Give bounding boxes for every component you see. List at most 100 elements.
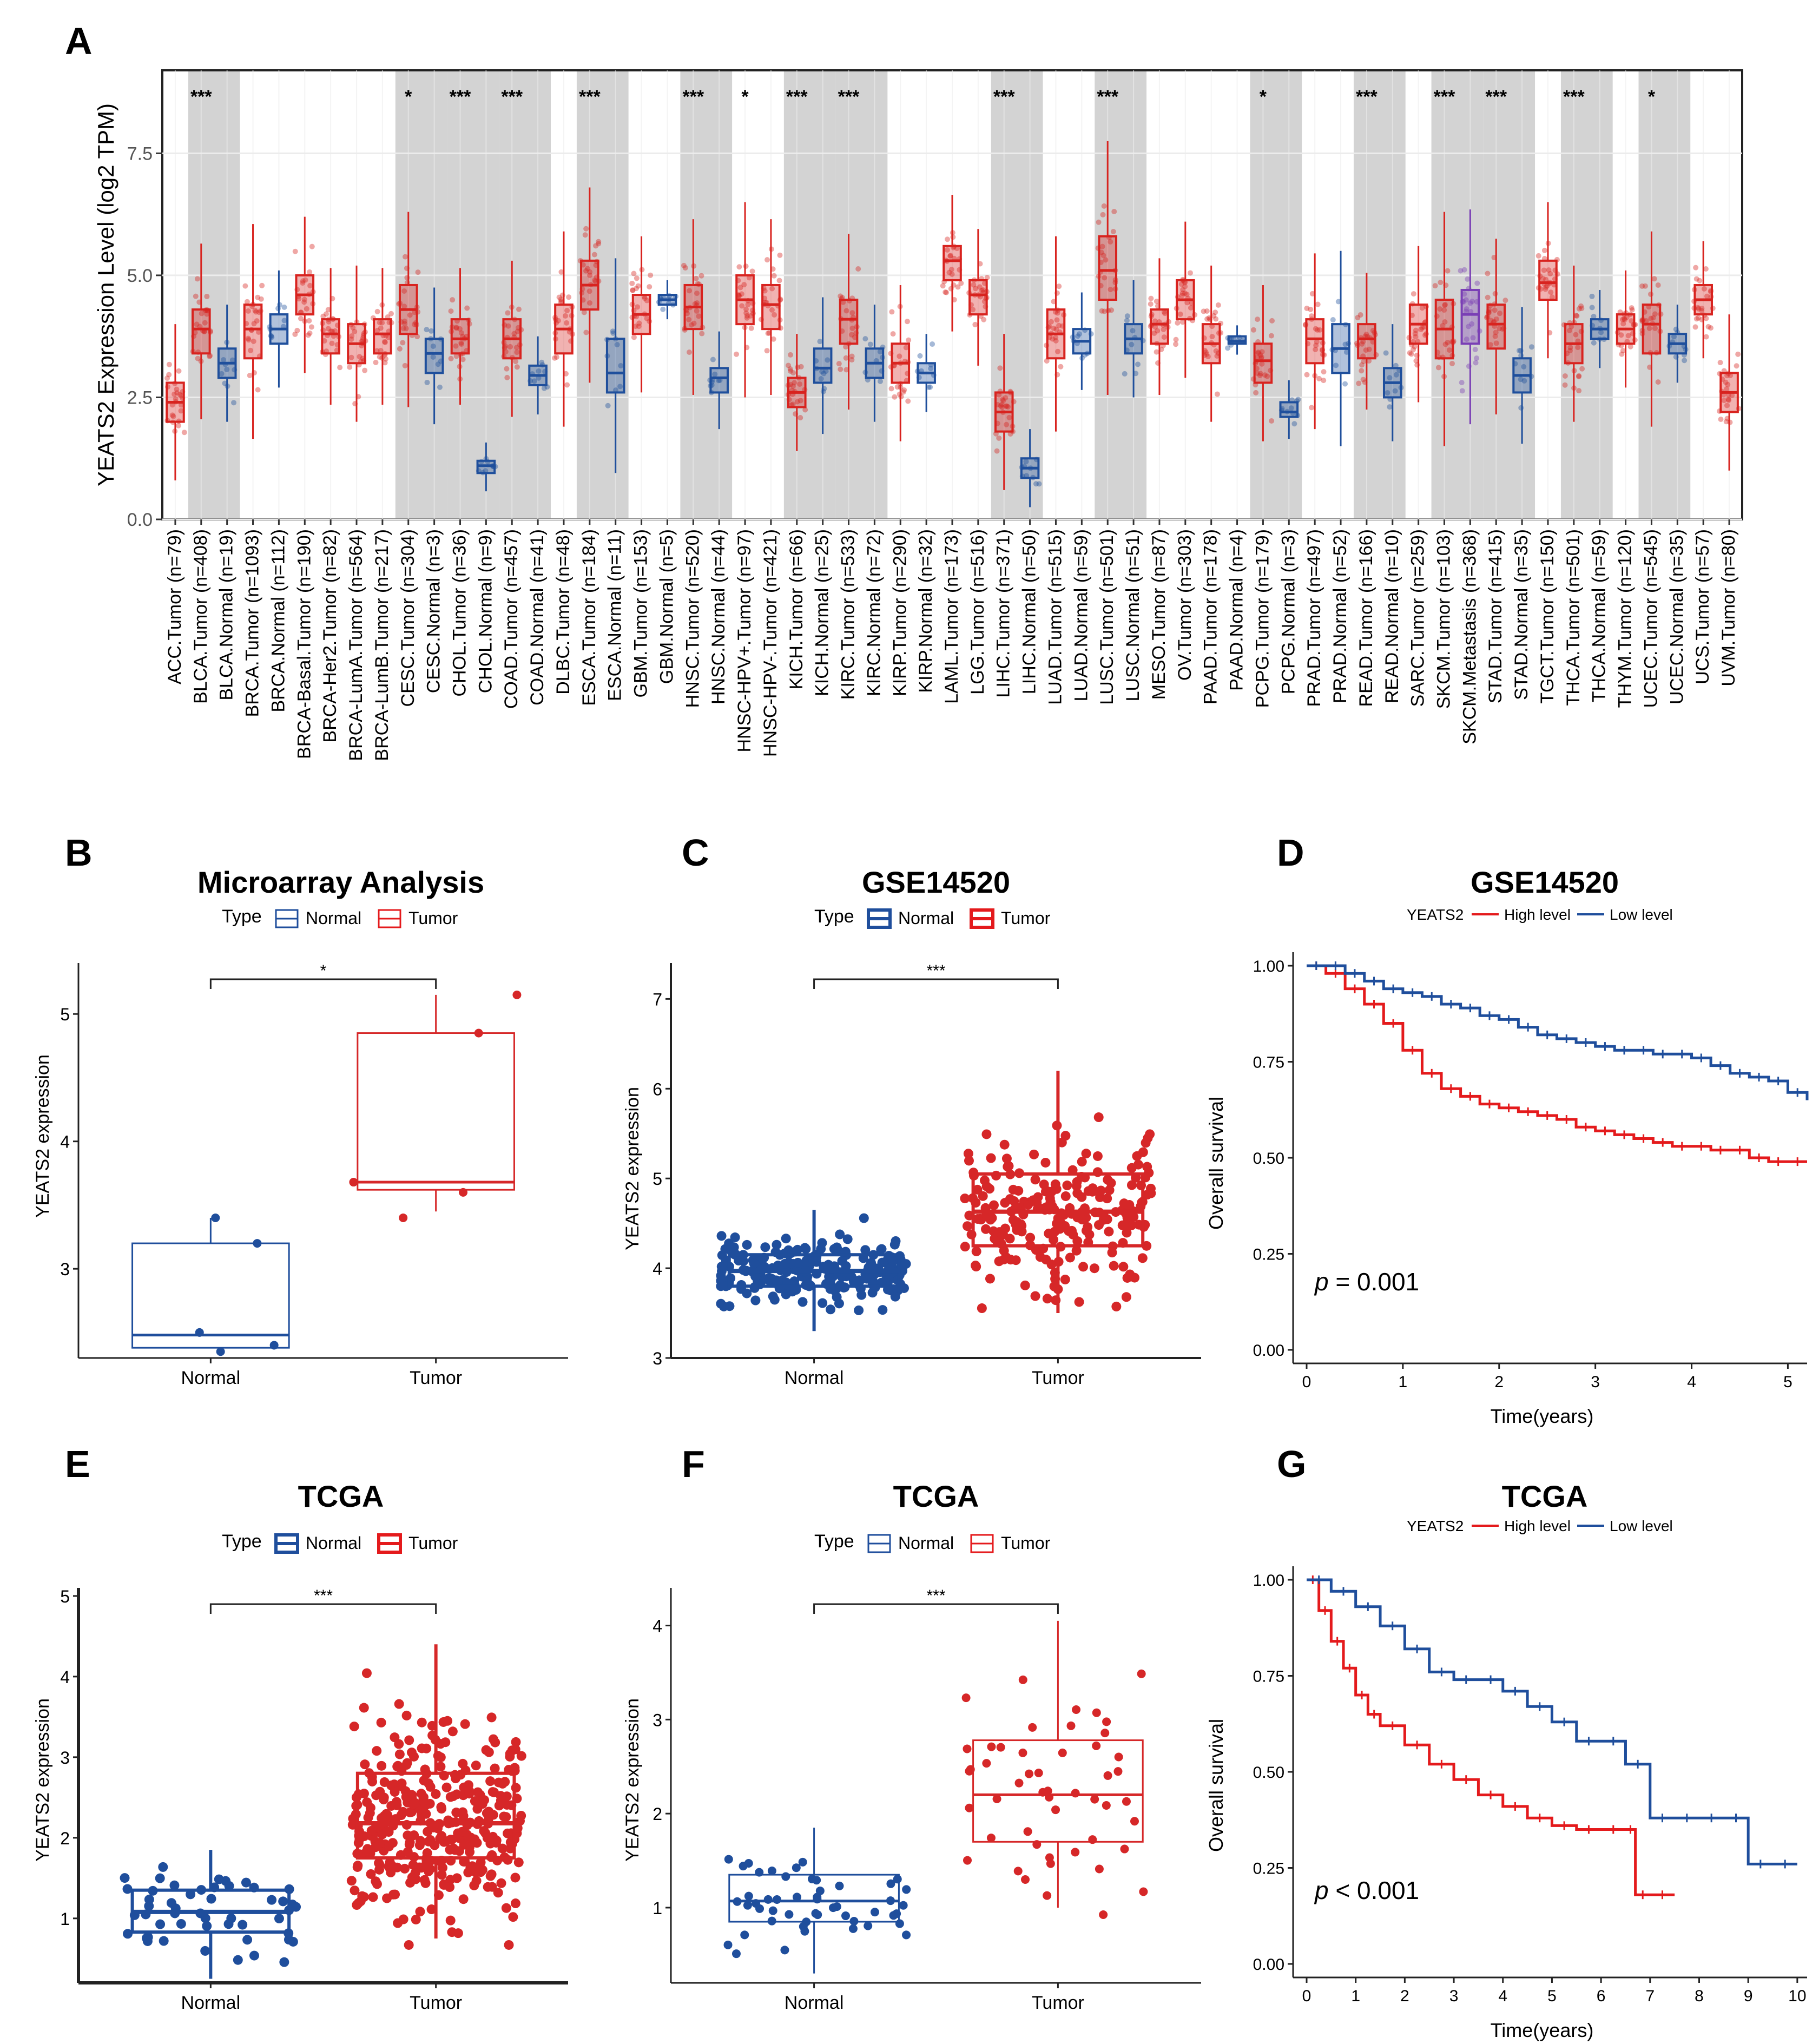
jitter-point (357, 354, 363, 360)
jitter-point (1313, 326, 1319, 332)
jitter-point (248, 347, 254, 353)
jitter-point (300, 278, 306, 284)
jitter-point (630, 287, 636, 293)
shading-band (1483, 71, 1535, 518)
jitter-point (610, 328, 616, 334)
data-point (793, 1257, 803, 1268)
data-point (978, 1191, 988, 1201)
jitter-point (1697, 278, 1703, 283)
data-point (1139, 1887, 1148, 1896)
data-point (122, 1884, 133, 1894)
significance-label: * (320, 962, 327, 980)
shading-band (835, 71, 888, 518)
significance-label: *** (926, 962, 945, 980)
data-point (886, 1879, 895, 1888)
data-point (176, 1918, 186, 1929)
x-tick-label: 1 (1351, 1987, 1360, 2005)
data-point (510, 1744, 520, 1755)
x-tick-label: HNSC-HPV-.Tumor (n=421) (760, 529, 781, 757)
data-point (471, 1761, 481, 1771)
data-point (1051, 1805, 1060, 1815)
jitter-point (245, 308, 251, 314)
jitter-point (1544, 283, 1550, 289)
jitter-point (298, 315, 304, 321)
jitter-point (374, 327, 380, 333)
jitter-point (453, 325, 459, 331)
data-point (1077, 1215, 1088, 1225)
data-point (999, 1245, 1009, 1256)
data-point (241, 1877, 251, 1888)
significance-label: *** (314, 1587, 333, 1605)
x-tick-label: 4 (1498, 1987, 1507, 2005)
data-point (1006, 1255, 1016, 1265)
jitter-point (1099, 243, 1105, 249)
jitter-point (251, 321, 257, 327)
data-point (451, 1808, 462, 1818)
jitter-point (981, 317, 987, 322)
jitter-point (1692, 324, 1698, 330)
jitter-point (877, 378, 883, 384)
shading-band (188, 71, 240, 518)
jitter-point (1255, 317, 1261, 322)
data-point (785, 1910, 794, 1919)
data-point (859, 1213, 869, 1223)
jitter-point (1440, 322, 1446, 328)
legend-title: YEATS2 (1407, 1518, 1464, 1534)
jitter-point (1204, 316, 1210, 322)
jitter-point (1264, 373, 1270, 379)
data-point (383, 1814, 393, 1824)
jitter-point (644, 298, 650, 304)
data-point (367, 1776, 378, 1786)
y-tick-label: 2 (60, 1829, 70, 1848)
jitter-point (1257, 352, 1263, 358)
jitter-point (743, 310, 749, 316)
jitter-point (947, 253, 953, 259)
legend-high-label: High level (1504, 1518, 1571, 1534)
jitter-point (1054, 317, 1060, 323)
jitter-point (323, 311, 329, 317)
significance-star: *** (190, 87, 212, 107)
jitter-point (631, 334, 637, 340)
data-point (902, 1930, 911, 1940)
data-point (417, 1717, 427, 1727)
x-tick-label: Tumor (1032, 1368, 1084, 1388)
data-point (963, 1744, 972, 1753)
data-point (813, 1910, 822, 1920)
x-tick-label: ESCA.Tumor (n=184) (579, 529, 599, 706)
data-point (1113, 1767, 1123, 1776)
jitter-point (1178, 281, 1184, 287)
jitter-point (997, 365, 1003, 371)
jitter-point (1005, 404, 1011, 410)
jitter-point (349, 333, 355, 339)
x-tick-label: 3 (1449, 1987, 1459, 2005)
jitter-point (403, 326, 409, 332)
data-point (1032, 1197, 1042, 1208)
jitter-point (1650, 315, 1656, 321)
data-point (394, 1749, 405, 1759)
data-point (1102, 1194, 1112, 1204)
data-point (372, 1879, 382, 1889)
data-point (1125, 1269, 1135, 1280)
jitter-point (1383, 350, 1389, 356)
jitter-point (1724, 373, 1730, 379)
y-tick-label: 5 (60, 1587, 70, 1606)
data-point (717, 1274, 727, 1284)
jitter-point (617, 384, 623, 390)
data-point (404, 1735, 414, 1745)
jitter-point (359, 337, 365, 343)
jitter-point (647, 284, 653, 290)
jitter-point (1212, 309, 1218, 315)
jitter-point (1151, 330, 1157, 336)
jitter-point (1155, 328, 1161, 334)
jitter-point (513, 359, 519, 365)
jitter-point (1269, 318, 1275, 324)
jitter-point (1211, 313, 1217, 319)
data-point (755, 1904, 764, 1913)
jitter-point (555, 318, 561, 324)
x-tick-label: UCS.Tumor (n=57) (1692, 529, 1713, 684)
jitter-point (1619, 351, 1625, 357)
data-point (511, 1783, 521, 1793)
jitter-point (350, 325, 356, 331)
jitter-point (1363, 347, 1369, 353)
data-point (487, 1787, 498, 1797)
